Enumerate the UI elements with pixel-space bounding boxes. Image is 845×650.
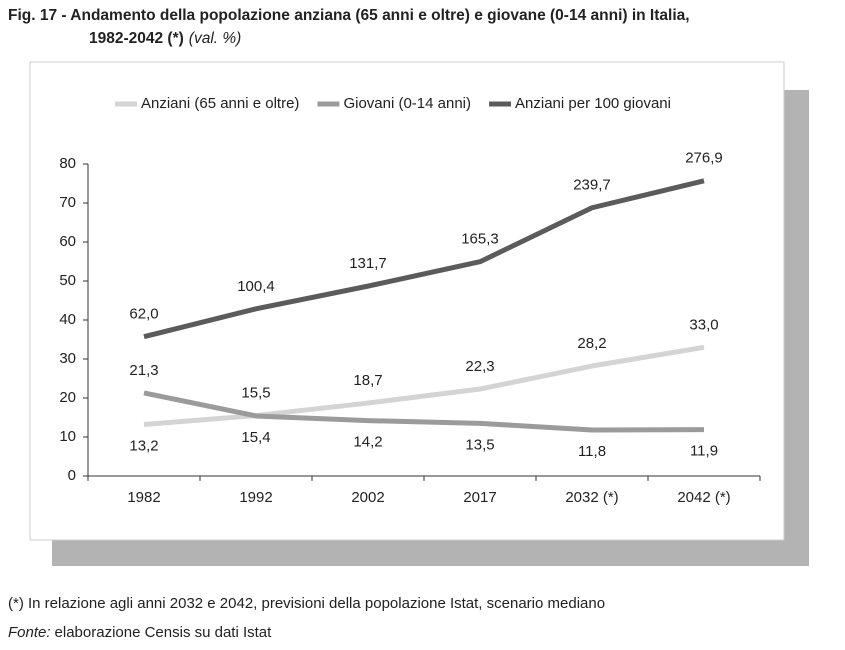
data-label: 14,2 (353, 434, 382, 451)
y-tick-label: 20 (59, 389, 76, 406)
y-tick-label: 40 (59, 311, 76, 328)
y-tick-label: 30 (59, 350, 76, 367)
legend-label: Anziani (65 anni e oltre) (141, 95, 299, 112)
legend-label: Giovani (0-14 anni) (343, 95, 471, 112)
series-line (143, 178, 705, 340)
source-label: Fonte: (8, 624, 51, 641)
series-line (143, 344, 705, 428)
data-label: 13,5 (465, 436, 494, 453)
chart-frame (29, 61, 785, 541)
data-label: 18,7 (353, 372, 382, 389)
chart-title: 1982-2042 (*) (89, 30, 184, 47)
data-label: 22,3 (465, 358, 494, 375)
data-label: 28,2 (577, 335, 606, 352)
x-tick-label: 1992 (239, 489, 272, 506)
data-label: 15,5 (241, 385, 270, 402)
y-tick-label: 0 (68, 467, 76, 484)
series-line (143, 390, 705, 433)
data-label: 11,9 (690, 443, 718, 460)
legend-label: Anziani per 100 giovani (515, 95, 671, 112)
data-label: 62,0 (129, 306, 158, 323)
chart-title: Fig. 17 - Andamento della popolazione an… (8, 7, 690, 24)
source-text: elaborazione Censis su dati Istat (55, 624, 273, 641)
y-tick-label: 70 (59, 194, 76, 211)
y-tick-label: 50 (59, 272, 76, 289)
chart-title: 1982-2042 (*) (val. %) (89, 30, 241, 47)
data-label: 21,3 (129, 362, 158, 379)
x-tick-label: 2032 (*) (565, 489, 618, 506)
chart-subtitle: (val. %) (189, 30, 242, 47)
data-label: 13,2 (129, 437, 158, 454)
source: Fonte: elaborazione Censis su dati Istat (8, 624, 272, 641)
y-tick-label: 60 (59, 233, 76, 250)
x-tick-label: 1982 (127, 489, 160, 506)
note: (*) In relazione agli anni 2032 e 2042, … (8, 595, 605, 612)
x-tick-label: 2042 (*) (677, 489, 730, 506)
data-label: 15,4 (241, 429, 270, 446)
data-label: 239,7 (573, 177, 611, 194)
data-label: 131,7 (349, 255, 387, 272)
x-tick-label: 2002 (351, 489, 384, 506)
data-label: 276,9 (685, 150, 723, 167)
y-tick-label: 80 (59, 155, 76, 172)
data-label: 100,4 (237, 278, 275, 295)
x-tick-label: 2017 (463, 489, 496, 506)
y-tick-label: 10 (59, 428, 76, 445)
data-label: 33,0 (689, 316, 718, 333)
data-label: 11,8 (578, 443, 606, 460)
data-label: 165,3 (461, 231, 499, 248)
